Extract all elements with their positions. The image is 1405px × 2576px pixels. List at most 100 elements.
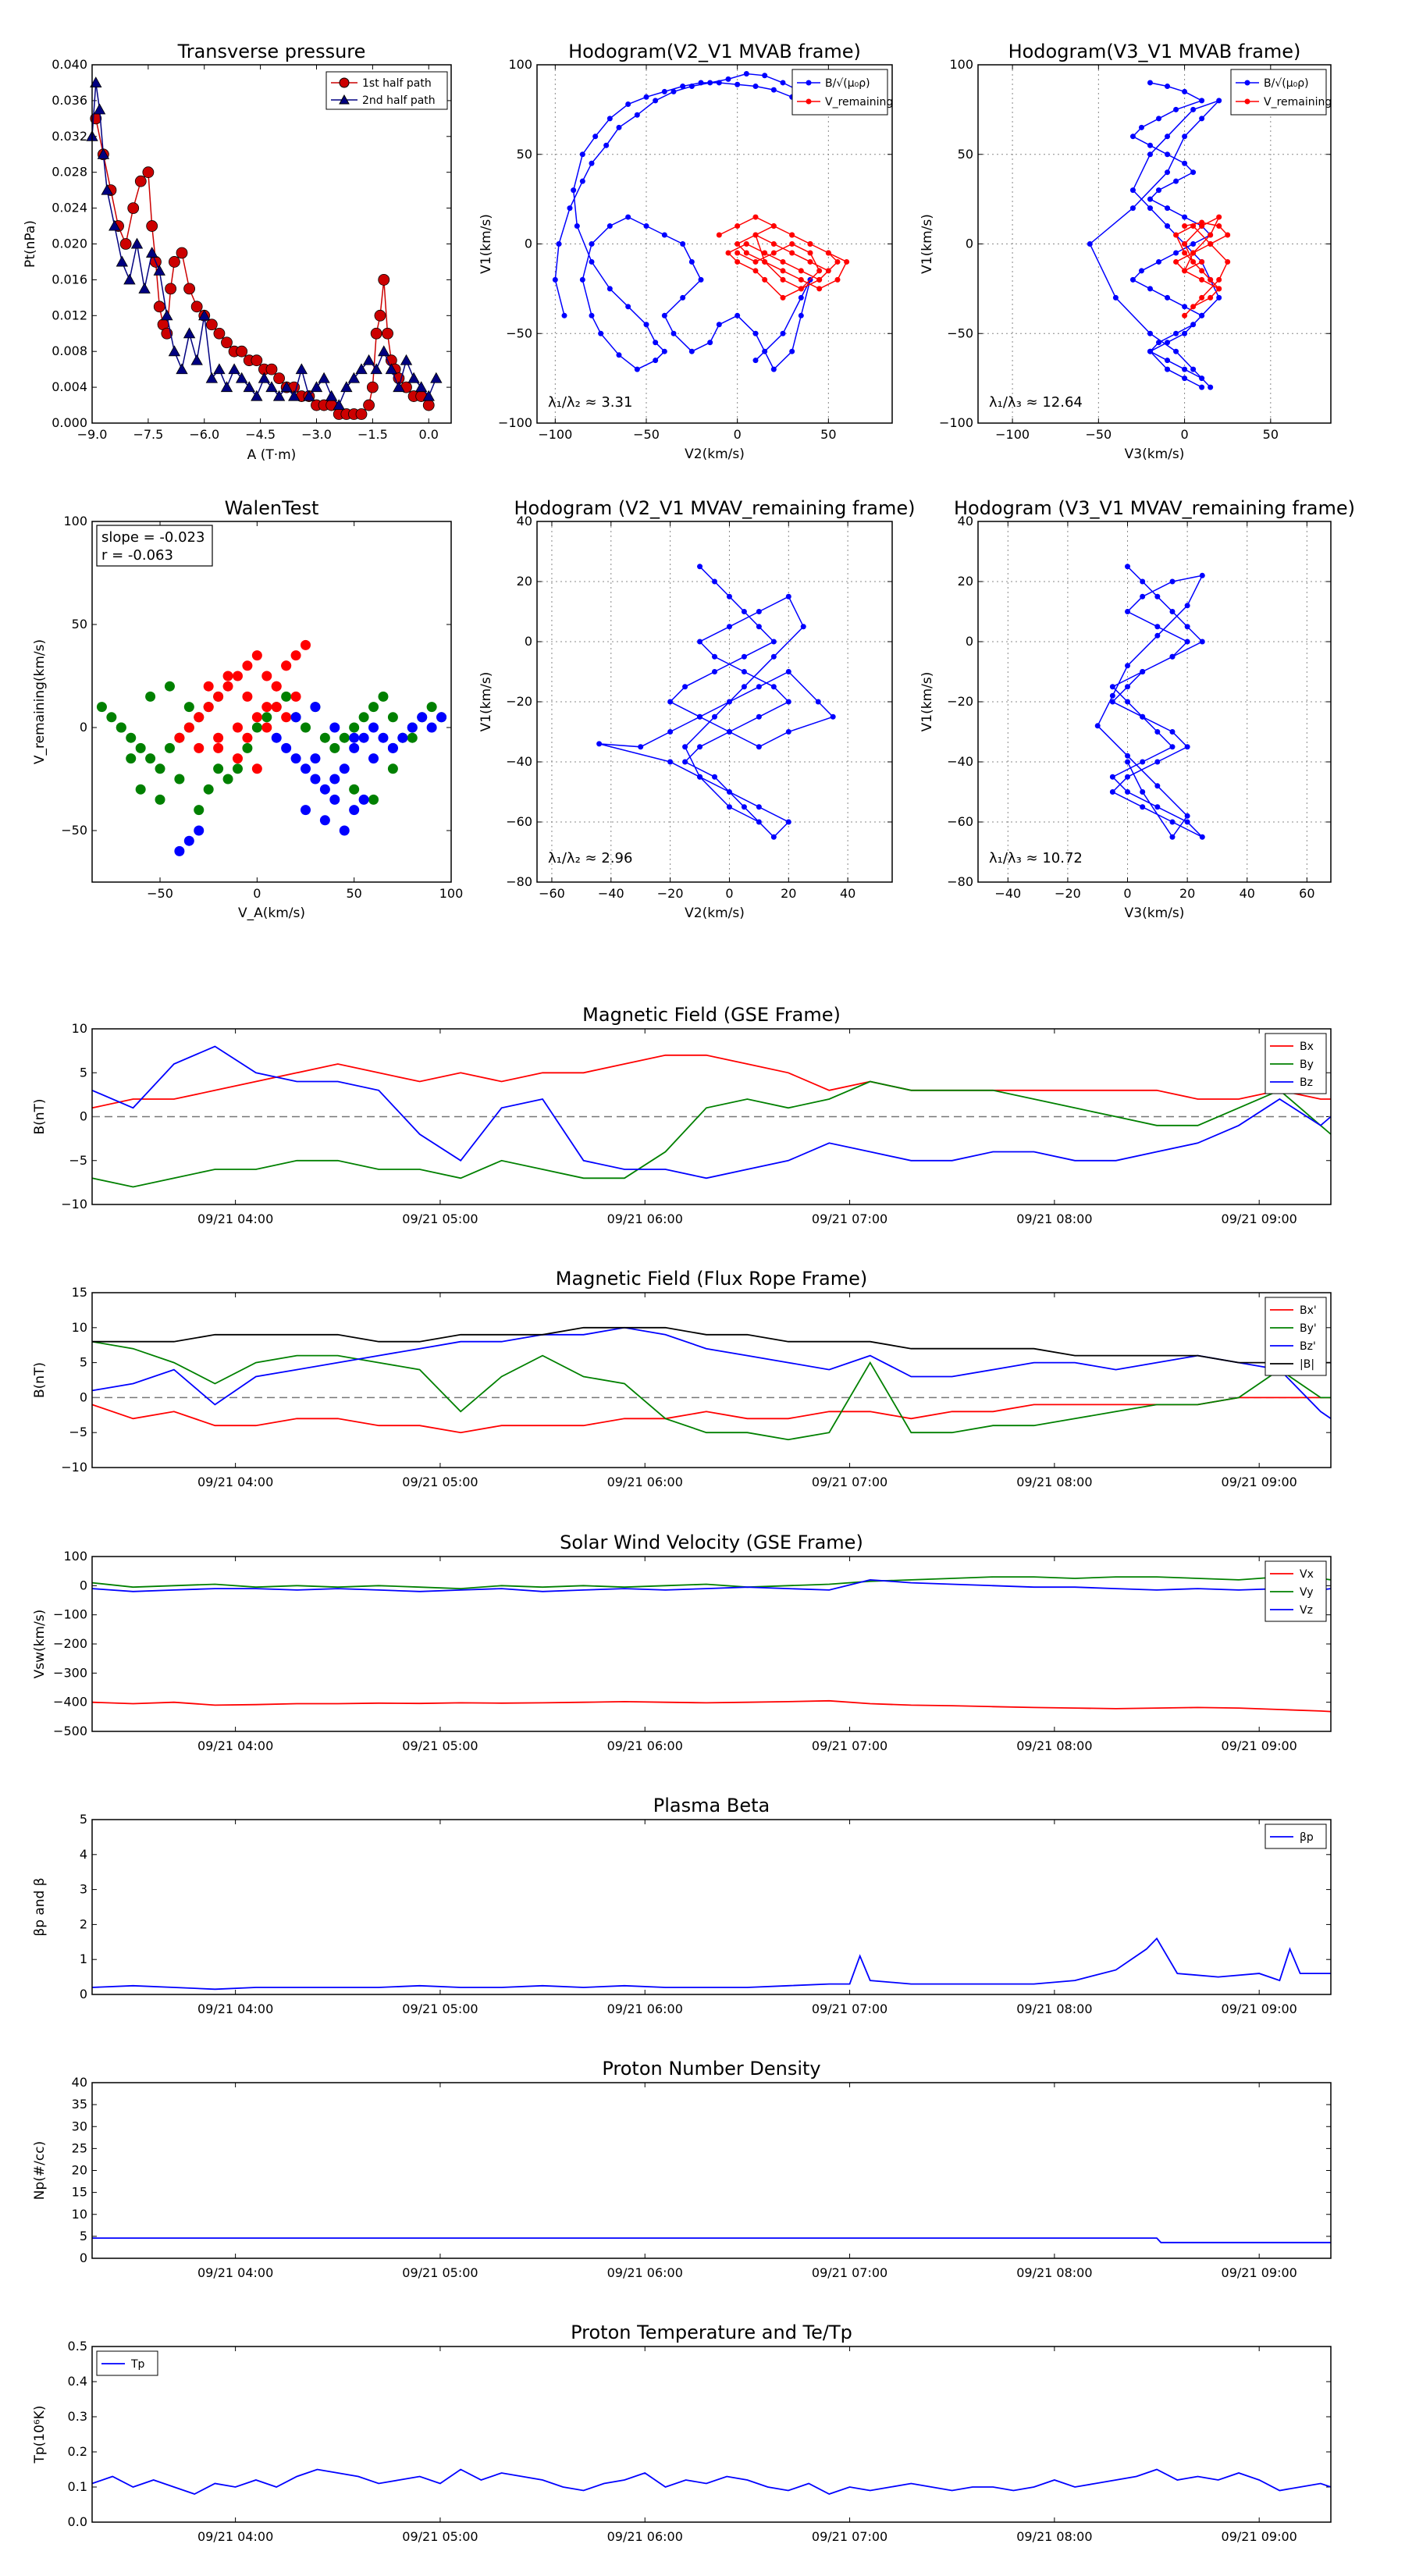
data-point-series-1 xyxy=(1147,151,1153,158)
data-point-series-1 xyxy=(1199,834,1205,840)
data-point-series-2 xyxy=(1173,258,1179,265)
scatter-point-green xyxy=(183,702,194,713)
data-point-series-2 xyxy=(844,258,850,265)
scatter-point-green xyxy=(319,732,330,743)
legend-entry: By xyxy=(1300,1059,1314,1071)
x-tick-label: 09/21 09:00 xyxy=(1222,2001,1297,2016)
data-point-series-1 xyxy=(378,273,390,286)
legend-marker xyxy=(1244,98,1250,105)
scatter-point-blue xyxy=(271,732,282,743)
data-point-series-2 xyxy=(414,381,428,393)
data-point-series-1 xyxy=(688,348,695,354)
data-point-series-2 xyxy=(752,232,759,238)
x-tick-label: 09/21 05:00 xyxy=(402,1475,478,1489)
legend-entry: Bx xyxy=(1300,1041,1314,1053)
chart-hodogram-v2-v1-mvav-xtick-label: 0 xyxy=(725,886,733,901)
scatter-point-blue xyxy=(426,722,437,733)
data-point-series-1 xyxy=(1165,294,1171,301)
panel-vsw: Solar Wind Velocity (GSE Frame) 09/21 04:… xyxy=(32,1532,1332,1753)
chart-hodogram-v3-v1-mvav-xtick-label: 0 xyxy=(1123,886,1131,901)
data-point-series-1 xyxy=(142,166,155,179)
x-tick-label: 09/21 09:00 xyxy=(1222,1738,1297,1753)
data-point-series-1 xyxy=(752,358,759,364)
data-point-series-2 xyxy=(1208,294,1214,301)
legend-entry: |B| xyxy=(1300,1358,1314,1371)
chart-hodogram-v2-v1-mvav-xtick-label: 20 xyxy=(781,886,796,901)
data-point-series-2 xyxy=(798,286,804,292)
data-point-series-1 xyxy=(589,312,595,318)
np-ytick-label: 0 xyxy=(80,2250,87,2265)
scatter-point-red xyxy=(251,763,262,774)
scatter-point-green xyxy=(407,732,418,743)
data-point-series-1 xyxy=(741,669,747,674)
data-point-series-1 xyxy=(680,241,686,247)
data-point-series-1 xyxy=(1190,322,1197,328)
chart-hodogram-v2-v1-mvab-ytick-label: 100 xyxy=(508,57,532,72)
chart-hodogram-v2-v1-mvab-xtick-label: −50 xyxy=(633,427,660,442)
data-point-series-1 xyxy=(661,232,667,238)
np-ytick-label: 30 xyxy=(72,2119,87,2133)
y-axis-label: Np(#/cc) xyxy=(32,2141,48,2200)
data-point-series-1 xyxy=(762,348,768,354)
data-point-series-2 xyxy=(116,255,129,267)
data-point-series-1 xyxy=(1109,789,1115,795)
data-point-series-1 xyxy=(1169,609,1176,614)
data-point-series-1 xyxy=(422,399,435,411)
chart-hodogram-v3-v1-mvab-xtick-label: −100 xyxy=(995,427,1030,442)
data-point-series-1 xyxy=(1182,375,1188,382)
legend: Bx By Bz xyxy=(1264,1033,1327,1094)
data-point-series-2 xyxy=(834,276,841,283)
x-tick-label: 09/21 08:00 xyxy=(1016,1475,1092,1489)
legend-entry: 1st half path xyxy=(362,77,432,90)
chart-hodogram-v3-v1-mvav-ytick-label: −80 xyxy=(947,874,973,889)
scatter-point-red xyxy=(232,671,243,681)
data-point-series-1 xyxy=(1173,178,1179,184)
series-line-2 xyxy=(91,1340,1331,1441)
data-point-series-2 xyxy=(725,250,731,256)
data-point-series-1 xyxy=(579,151,585,158)
chart-title: Hodogram (V2_V1 MVAV_remaining frame) xyxy=(514,497,915,519)
data-point-series-2 xyxy=(161,309,173,321)
data-point-series-1 xyxy=(653,340,659,346)
scatter-point-blue xyxy=(290,753,301,764)
data-point-series-1 xyxy=(1156,258,1162,265)
np-ytick-label: 5 xyxy=(80,2229,87,2243)
data-point-series-2 xyxy=(303,390,315,401)
data-point-series-1 xyxy=(762,73,768,79)
legend-marker xyxy=(1244,80,1250,86)
data-point-series-1 xyxy=(589,160,595,166)
data-point-series-2 xyxy=(407,372,420,383)
scatter-point-blue xyxy=(319,784,330,795)
chart-hodogram-v3-v1-mvab-frame xyxy=(977,64,1332,424)
x-tick-label: 09/21 06:00 xyxy=(607,1212,683,1226)
legend: B/√(μ₀ρ) V_remaining xyxy=(1230,69,1332,116)
data-point-series-1 xyxy=(785,819,791,825)
scatter-point-blue xyxy=(329,794,340,805)
data-point-series-1 xyxy=(707,340,713,346)
chart-hodogram-v2-v1-mvav-ytick-label: 40 xyxy=(517,514,532,528)
data-point-series-1 xyxy=(785,669,791,674)
data-point-series-2 xyxy=(393,381,405,393)
x-tick-label: 09/21 06:00 xyxy=(607,1475,683,1489)
series-line-3 xyxy=(91,1045,1332,1179)
x-tick-label: 09/21 05:00 xyxy=(402,1738,478,1753)
data-point-series-1 xyxy=(606,286,613,292)
data-point-series-2 xyxy=(101,183,113,195)
legend-entry: B/√(μ₀ρ) xyxy=(1264,77,1309,90)
data-point-series-1 xyxy=(1094,723,1101,729)
y-axis-label: V_remaining(km/s) xyxy=(32,639,48,764)
data-point-series-2 xyxy=(1190,223,1197,229)
data-point-series-1 xyxy=(830,713,836,720)
data-point-series-2 xyxy=(1190,258,1197,265)
data-point-series-1 xyxy=(153,301,165,313)
data-point-series-1 xyxy=(756,624,762,630)
scatter-point-green xyxy=(164,681,175,692)
bfr-frame xyxy=(91,1292,1332,1468)
data-point-series-1 xyxy=(1125,753,1131,759)
scatter-point-red xyxy=(290,691,301,702)
data-point-series-1 xyxy=(183,283,195,295)
chart-hodogram-v3-v1-mvab-xtick-label: −50 xyxy=(1085,427,1112,442)
walen-ytick-label: 50 xyxy=(72,617,87,632)
